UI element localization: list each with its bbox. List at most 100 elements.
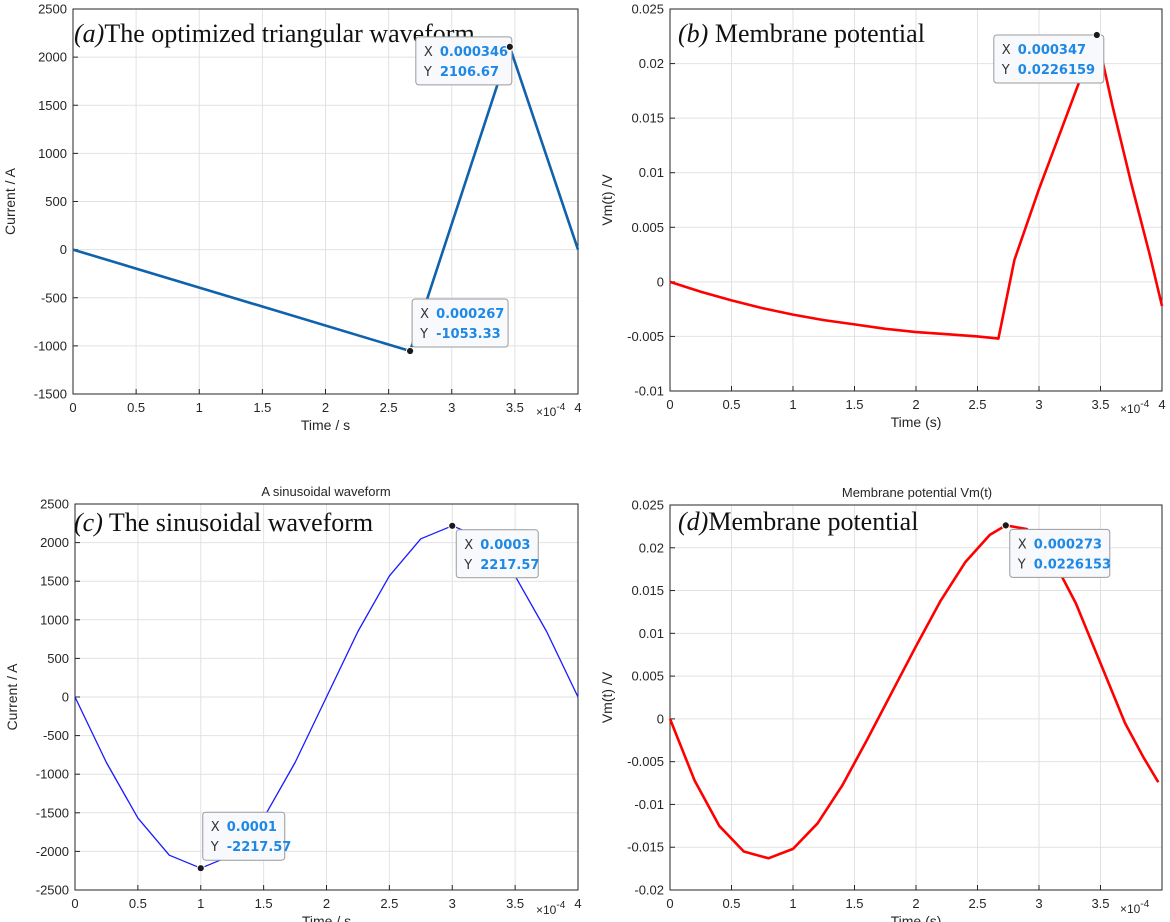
- chart-panel-a: 0 0.5 1 1.5 2 2.5 3 3.5 4 -1500 -1000 -500 0 500 1000 1…: [2, 2, 582, 434]
- datatip-x-value: 0.000346: [440, 45, 508, 60]
- datatip-box: [202, 811, 286, 861]
- panel-title: (c) The sinusoidal waveform: [74, 508, 373, 537]
- x-axis-label: Time / s: [302, 913, 351, 922]
- datatip-y-value: 2106.67: [440, 65, 499, 80]
- datatip-y-key: Y: [1017, 557, 1026, 572]
- x-tick-label: 0.5: [127, 400, 145, 415]
- y-tick-label: 0.025: [631, 498, 664, 513]
- datatip-y-value: 2217.57: [480, 558, 539, 573]
- datatip-box: [993, 34, 1105, 84]
- x-exponent-label: ×10-4: [1120, 399, 1150, 416]
- datatip-x-value: 0.0001: [227, 820, 277, 835]
- datatip-box: [1009, 528, 1111, 578]
- datatip-y-key: Y: [463, 558, 472, 573]
- x-tick-label: 2: [912, 397, 919, 412]
- x-exponent-label: ×10-4: [536, 900, 566, 917]
- y-axis-label: Current / A: [4, 663, 20, 731]
- x-tick-label: 1: [196, 400, 203, 415]
- datatip[interactable]: X 0.000347 Y 0.0226159: [993, 30, 1105, 84]
- datatip-x-key: X: [211, 820, 220, 835]
- datatip-marker[interactable]: [505, 42, 514, 51]
- y-tick-label: -500: [41, 290, 67, 305]
- x-tick-label: 4: [574, 896, 581, 911]
- x-axis-label: Time / s: [301, 417, 350, 433]
- y-tick-label: 2500: [40, 497, 69, 512]
- panel-title: (a)The optimized triangular waveform: [74, 19, 475, 48]
- x-axis-label: Time (s): [891, 414, 942, 430]
- datatip[interactable]: X 0.000273 Y 0.0226153: [1001, 521, 1111, 578]
- datatip-marker[interactable]: [196, 864, 205, 873]
- chart-panel-d: 0 0.5 1 1.5 2 2.5 3 3.5 -0.02 -0.015 -0.01 -0.005 0 0…: [599, 485, 1163, 922]
- panel-title: (b) Membrane potential: [678, 19, 925, 48]
- x-tick-label: 0: [71, 896, 78, 911]
- datatip-y-key: Y: [1001, 63, 1010, 78]
- y-tick-label: 2000: [40, 535, 69, 550]
- datatip[interactable]: X 0.000346 Y 2106.67: [415, 36, 514, 86]
- series-line: [669, 33, 1164, 340]
- x-tick-label: 4: [574, 400, 581, 415]
- x-tick-label: 2.5: [380, 896, 398, 911]
- x-tick-label: 1.5: [255, 896, 273, 911]
- x-tick-label: 3: [1035, 397, 1042, 412]
- datatip-marker[interactable]: [1001, 521, 1010, 530]
- datatip-marker[interactable]: [1092, 30, 1101, 40]
- chart-title: Membrane potential Vm(t): [842, 485, 992, 500]
- series-line: [72, 45, 580, 353]
- datatip-marker[interactable]: [448, 521, 457, 530]
- y-tick-label: 1500: [40, 574, 69, 589]
- y-tick-label: -1000: [34, 338, 67, 353]
- y-axis-label: Current / A: [2, 167, 18, 235]
- datatip-y-value: 0.0226153: [1034, 557, 1111, 572]
- x-tick-label: 2.5: [968, 397, 986, 412]
- chart-panel-c: 0 0.5 1 1.5 2 2.5 3 3.5 4 -2500 -2000 -1500 -1000 -50…: [4, 484, 582, 922]
- x-tick-label: 0.5: [722, 397, 740, 412]
- y-axis-label: Vm(t) /V: [599, 671, 615, 723]
- x-tick-label: 0: [666, 896, 673, 911]
- datatip-box: [411, 298, 509, 348]
- datatip-box: [455, 529, 539, 579]
- y-tick-label: -1500: [36, 805, 69, 820]
- y-tick-label: -1500: [34, 387, 67, 402]
- datatip-marker[interactable]: [405, 346, 415, 356]
- y-tick-label: 0: [657, 274, 664, 289]
- datatip-y-value: 0.0226159: [1018, 63, 1095, 78]
- x-tick-label: 0: [666, 397, 673, 412]
- x-tick-label: 0.5: [129, 896, 147, 911]
- x-tick-label: 4: [1158, 397, 1165, 412]
- x-tick-label: 2.5: [968, 896, 986, 911]
- x-tick-label: 3: [1035, 896, 1042, 911]
- series-line: [668, 524, 1160, 860]
- datatip[interactable]: X 0.0003 Y 2217.57: [448, 521, 540, 579]
- y-tick-label: -0.01: [634, 797, 664, 812]
- y-tick-label: 2500: [38, 2, 67, 17]
- y-tick-label: -0.02: [634, 883, 664, 898]
- y-tick-label: 0.01: [639, 626, 664, 641]
- x-tick-label: 3: [449, 896, 456, 911]
- x-tick-label: 3: [448, 400, 455, 415]
- x-tick-label: 2: [322, 400, 329, 415]
- datatip[interactable]: X 0.0001 Y -2217.57: [196, 811, 292, 873]
- datatip-y-value: -1053.33: [436, 327, 501, 342]
- x-tick-label: 0.5: [722, 896, 740, 911]
- y-tick-label: -500: [43, 728, 69, 743]
- y-tick-label: -1000: [36, 767, 69, 782]
- datatip-x-key: X: [424, 45, 433, 60]
- y-tick-label: -2000: [36, 844, 69, 859]
- chart-title: A sinusoidal waveform: [261, 484, 390, 499]
- y-tick-label: 0.015: [631, 583, 664, 598]
- y-tick-label: -0.005: [627, 754, 664, 769]
- y-tick-label: 1000: [38, 146, 67, 161]
- chart-panel-b: 0 0.5 1 1.5 2 2.5 3 3.5 4 -0.01 -0.005 0 0.005 0.01 0.…: [599, 2, 1166, 431]
- datatip-x-key: X: [464, 538, 473, 553]
- y-tick-label: 0.02: [639, 540, 664, 555]
- x-exponent-label: ×10-4: [1120, 899, 1150, 916]
- datatip-x-key: X: [1018, 537, 1027, 552]
- x-tick-label: 1: [789, 896, 796, 911]
- y-tick-label: 0: [62, 690, 69, 705]
- datatip-y-value: -2217.57: [227, 840, 292, 855]
- x-tick-label: 2.5: [380, 400, 398, 415]
- x-tick-label: 1.5: [845, 896, 863, 911]
- datatip[interactable]: X 0.000267 Y -1053.33: [405, 298, 509, 356]
- datatip-x-value: 0.000347: [1018, 43, 1086, 58]
